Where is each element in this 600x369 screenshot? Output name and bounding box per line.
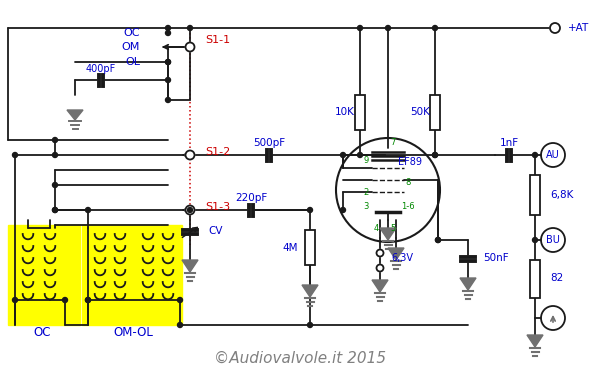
- Circle shape: [185, 42, 194, 52]
- Circle shape: [308, 323, 313, 328]
- Text: 4M: 4M: [283, 243, 298, 253]
- Circle shape: [13, 152, 17, 158]
- Circle shape: [358, 152, 362, 158]
- Circle shape: [533, 238, 538, 242]
- Text: BU: BU: [546, 235, 560, 245]
- Bar: [305, 230, 315, 265]
- Polygon shape: [67, 110, 83, 120]
- Text: 3: 3: [364, 201, 368, 210]
- Text: CV: CV: [208, 226, 223, 236]
- Circle shape: [86, 297, 91, 303]
- Circle shape: [433, 152, 437, 158]
- Text: 7: 7: [391, 138, 395, 146]
- Circle shape: [53, 138, 58, 142]
- Text: 500pF: 500pF: [253, 138, 285, 148]
- Circle shape: [436, 238, 440, 242]
- Circle shape: [308, 207, 313, 213]
- Circle shape: [53, 207, 58, 213]
- Text: OL: OL: [125, 57, 140, 67]
- Polygon shape: [380, 228, 396, 240]
- Circle shape: [358, 25, 362, 31]
- Text: S1-1: S1-1: [205, 35, 230, 45]
- Circle shape: [550, 23, 560, 33]
- Text: OC: OC: [33, 325, 51, 338]
- Text: S1-3: S1-3: [205, 202, 230, 212]
- Bar: [530, 260, 540, 298]
- Text: 5: 5: [391, 224, 395, 232]
- Bar: [8, 225, 80, 325]
- Polygon shape: [372, 280, 388, 292]
- Circle shape: [166, 31, 170, 35]
- Text: 8: 8: [406, 177, 410, 186]
- Polygon shape: [460, 278, 476, 290]
- Polygon shape: [527, 335, 543, 347]
- Circle shape: [53, 152, 58, 158]
- Text: 1nF: 1nF: [499, 138, 518, 148]
- Text: 1-6: 1-6: [401, 201, 415, 210]
- Circle shape: [166, 77, 170, 83]
- Text: OM: OM: [122, 42, 140, 52]
- Text: 400pF: 400pF: [86, 64, 116, 74]
- Text: 2: 2: [364, 187, 368, 197]
- Circle shape: [185, 206, 194, 214]
- Circle shape: [185, 151, 194, 159]
- Circle shape: [533, 152, 538, 158]
- Text: AU: AU: [546, 150, 560, 160]
- Text: 220pF: 220pF: [235, 193, 267, 203]
- Circle shape: [341, 152, 346, 158]
- Circle shape: [53, 207, 58, 213]
- Polygon shape: [388, 248, 404, 260]
- Circle shape: [166, 59, 170, 65]
- Circle shape: [541, 306, 565, 330]
- Circle shape: [187, 207, 193, 213]
- Circle shape: [178, 323, 182, 328]
- Polygon shape: [302, 285, 318, 297]
- Circle shape: [541, 228, 565, 252]
- Text: 82: 82: [550, 273, 563, 283]
- Circle shape: [62, 297, 67, 303]
- Text: 6,8K: 6,8K: [550, 190, 574, 200]
- Text: EF89: EF89: [398, 157, 422, 167]
- Text: 50nF: 50nF: [483, 253, 509, 263]
- Bar: [530, 175, 540, 215]
- Bar: [430, 95, 440, 130]
- Circle shape: [187, 25, 193, 31]
- Circle shape: [433, 152, 437, 158]
- Circle shape: [336, 138, 440, 242]
- Text: 9: 9: [364, 155, 368, 165]
- Text: OC: OC: [124, 28, 140, 38]
- Circle shape: [178, 297, 182, 303]
- Bar: [82, 225, 182, 325]
- Text: 50K: 50K: [410, 107, 430, 117]
- Circle shape: [86, 207, 91, 213]
- Circle shape: [377, 265, 383, 272]
- Circle shape: [166, 97, 170, 103]
- Text: 10K: 10K: [335, 107, 355, 117]
- Text: OM-OL: OM-OL: [113, 325, 153, 338]
- Text: ©Audiovalvole.it 2015: ©Audiovalvole.it 2015: [214, 351, 386, 366]
- Circle shape: [53, 183, 58, 187]
- Text: 6,3V: 6,3V: [391, 253, 413, 263]
- Circle shape: [341, 207, 346, 213]
- Circle shape: [377, 249, 383, 256]
- Bar: [355, 95, 365, 130]
- Text: 4: 4: [373, 224, 379, 232]
- Circle shape: [541, 143, 565, 167]
- Circle shape: [386, 25, 391, 31]
- Circle shape: [86, 297, 91, 303]
- Circle shape: [436, 238, 440, 242]
- Bar: [168, 47, 190, 100]
- Text: +AT: +AT: [568, 23, 589, 33]
- Circle shape: [166, 59, 170, 65]
- Circle shape: [166, 25, 170, 31]
- Circle shape: [433, 25, 437, 31]
- Text: S1-2: S1-2: [205, 147, 230, 157]
- Circle shape: [13, 297, 17, 303]
- Polygon shape: [182, 260, 198, 272]
